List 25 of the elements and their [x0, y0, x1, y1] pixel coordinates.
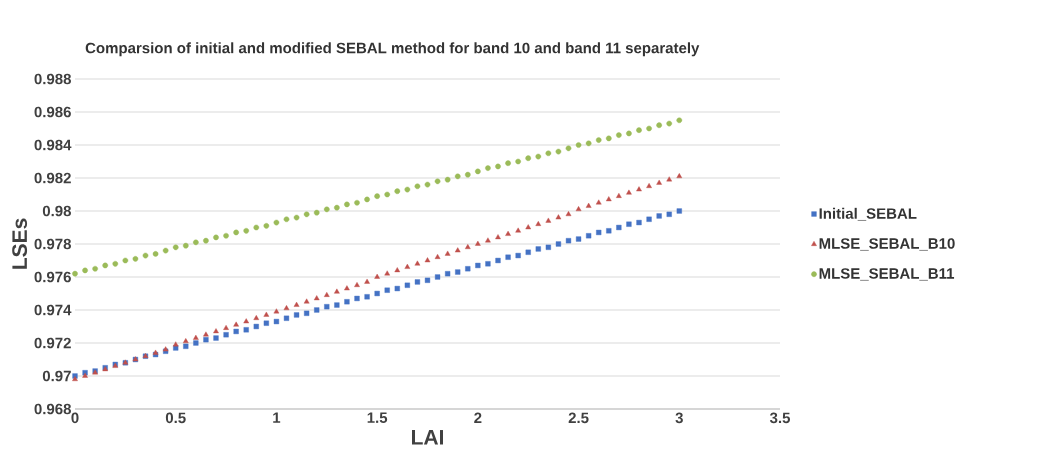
y-tick-label: 0.976	[34, 271, 71, 283]
legend-label: MLSE_SEBAL_B11	[819, 268, 955, 281]
y-tick-label: 0.982	[34, 172, 71, 184]
x-tick-label: 3.5	[769, 412, 791, 424]
y-tick-label: 0.97	[42, 370, 71, 382]
y-tick-label: 0.988	[34, 73, 71, 85]
y-axis-title: LSEs	[12, 218, 28, 269]
x-tick-label: 0	[71, 412, 79, 424]
x-axis-title: LAI	[412, 430, 444, 445]
y-tick-label: 0.972	[34, 337, 71, 349]
x-tick-label: 1	[273, 412, 281, 423]
x-tick-label: 3	[675, 412, 683, 424]
legend-label: Initial_SEBAL	[819, 207, 917, 221]
y-tick-label: 0.978	[34, 238, 71, 250]
chart-title: Comparsion of initial and modified SEBAL method for band 10 and band 11 separately	[85, 42, 700, 57]
legend-label: MLSE_SEBAL_B10	[819, 238, 955, 251]
y-tick-label: 0.986	[34, 106, 71, 118]
x-tick-label: 2.5	[568, 412, 589, 424]
x-tick-label: 1.5	[367, 412, 388, 423]
y-tick-label: 0.968	[34, 403, 71, 415]
x-tick-label: 0.5	[165, 412, 186, 424]
y-tick-label: 0.984	[34, 139, 72, 151]
y-tick-label: 0.98	[42, 205, 71, 217]
y-tick-label: 0.974	[34, 304, 72, 316]
x-tick-label: 2	[474, 412, 482, 424]
